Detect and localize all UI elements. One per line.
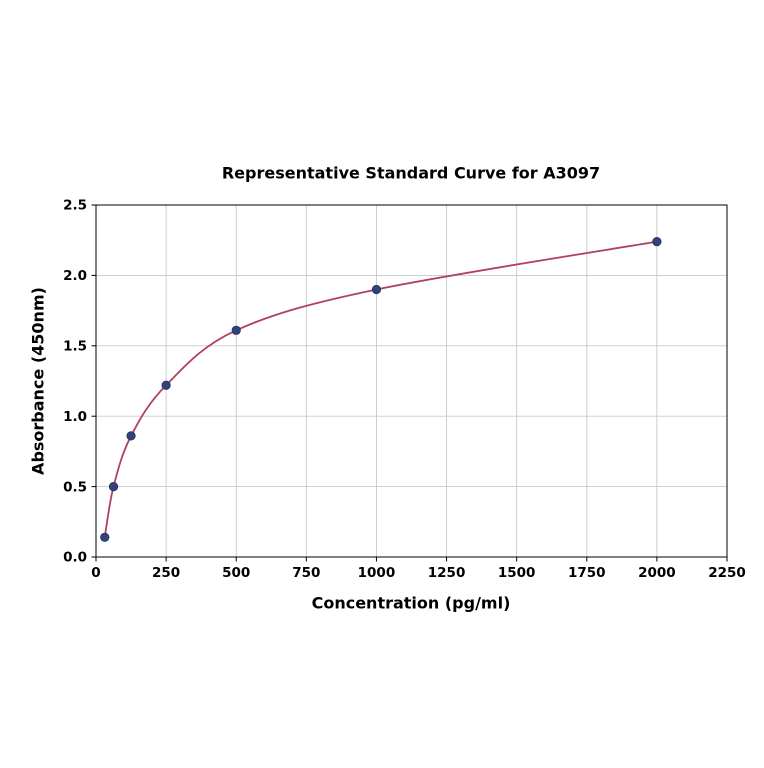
x-tick-label: 1000 xyxy=(358,565,396,581)
plot-border xyxy=(95,204,728,558)
standard-curve-line xyxy=(103,240,658,538)
x-tick-label: 1500 xyxy=(498,565,536,581)
data-point xyxy=(126,431,136,441)
data-point xyxy=(371,284,382,295)
x-tick-label: 250 xyxy=(152,565,180,581)
x-tick-label: 1750 xyxy=(568,565,606,581)
x-tick-label: 2250 xyxy=(708,565,746,581)
data-point xyxy=(231,325,241,335)
x-tick-label: 0 xyxy=(91,565,100,581)
y-tick-label: 2.5 xyxy=(63,198,87,214)
y-tick-label: 2.0 xyxy=(63,268,87,284)
data-point xyxy=(652,237,662,247)
chart-title: Representative Standard Curve for A3097 xyxy=(221,163,601,183)
y-tick-label: 1.5 xyxy=(63,339,87,355)
x-tick-label: 2000 xyxy=(638,565,676,581)
y-tick-label: 1.0 xyxy=(63,409,87,425)
x-tick-label: 500 xyxy=(222,565,250,581)
data-point xyxy=(161,380,171,390)
x-tick-label: 1250 xyxy=(428,565,466,581)
y-tick-label: 0.5 xyxy=(63,479,87,495)
y-tick-label: 0.0 xyxy=(63,550,87,566)
x-tick-label: 750 xyxy=(292,565,320,581)
x-axis-label: Concentration (pg/ml) xyxy=(311,593,511,613)
data-point xyxy=(100,532,110,542)
y-axis-label: Absorbance (450nm) xyxy=(28,287,48,475)
data-point xyxy=(108,481,119,492)
